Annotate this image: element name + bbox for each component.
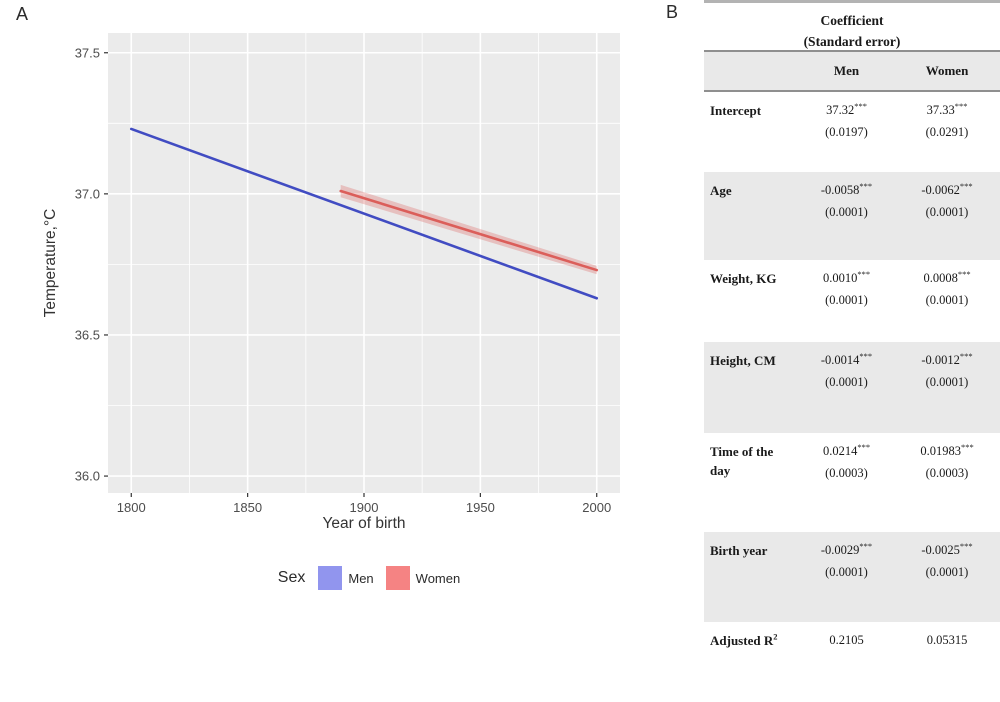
panel-a: A 1800 1850 1900 1950 2000 36.0 36.5 37.0 37.5 Y… [0, 4, 660, 595]
regression-table: Coefficient (Standard error) Men Women I… [704, 0, 1000, 702]
standard-error: (0.0001) [825, 375, 868, 389]
x-tick-label: 1800 [117, 500, 146, 515]
standard-error: (0.0001) [925, 375, 969, 389]
cell-women: 0.0008*** (0.0001) [894, 260, 1000, 342]
coefficient-value: 0.2105 [829, 633, 864, 647]
y-tick-label: 37.0 [75, 186, 100, 201]
legend-title: Sex [277, 569, 306, 586]
panel-b-label: B [666, 2, 679, 22]
table-row: Height, CM -0.0014*** (0.0001) -0.0012*** (0… [704, 342, 1000, 433]
x-axis-label: Year of birth [322, 515, 405, 532]
table-title-line1: Coefficient [820, 13, 884, 28]
cell-women: -0.0062*** (0.0001) [894, 172, 1000, 260]
panel-b: B Coefficient (Standard error) Men Women… [666, 0, 1000, 648]
chart-legend: Sex Men Women [0, 561, 660, 595]
coefficient-value: 0.01983*** [920, 441, 974, 458]
table-row: Birth year -0.0029*** (0.0001) -0.0025*** (0… [704, 532, 1000, 622]
line-men [129, 127, 599, 300]
cell-men: 0.0010*** (0.0001) [799, 260, 894, 342]
coefficient-value: -0.0062*** [921, 180, 973, 197]
figure: A 1800 1850 1900 1950 2000 36.0 36.5 37.0 37.5 Y… [0, 0, 1000, 648]
table-row: Time of the day 0.0214*** (0.0003) 0.01983*… [704, 433, 1000, 532]
x-tick-label: 2000 [582, 500, 611, 515]
coefficient-value: -0.0029*** [820, 540, 873, 557]
cell-women: -0.0025*** (0.0001) [894, 532, 1000, 622]
legend-swatch-men [318, 566, 343, 590]
table-title: Coefficient (Standard error) [704, 3, 1000, 50]
y-tick-label: 37.5 [75, 45, 100, 60]
standard-error: (0.0001) [825, 565, 868, 579]
coefficient-value: -0.0058*** [820, 180, 873, 197]
table-row: Adjusted R2 0.2105 0.05315 [704, 622, 1000, 702]
cell-women: 37.33*** (0.0291) [894, 92, 1000, 172]
row-label: Weight, KG [710, 271, 777, 286]
legend-swatch-women [385, 566, 410, 590]
x-tick-label: 1850 [233, 500, 262, 515]
x-tick-label: 1950 [466, 500, 495, 515]
table-title-line2: (Standard error) [803, 34, 901, 49]
standard-error: (0.0001) [825, 293, 868, 307]
table-row: Age -0.0058*** (0.0001) -0.0062*** (0.0001) [704, 172, 1000, 260]
cell-women: 0.01983*** (0.0003) [894, 433, 1000, 532]
coefficient-value: -0.0012*** [921, 350, 973, 367]
row-label: Height, CM [710, 353, 776, 368]
row-label: Birth year [710, 543, 768, 558]
standard-error: (0.0001) [925, 565, 969, 579]
coefficient-value: 0.0008*** [923, 268, 971, 285]
standard-error: (0.0001) [825, 205, 868, 219]
standard-error: (0.0197) [825, 125, 868, 139]
row-label: Time of the day [710, 444, 774, 478]
coefficient-value: 0.05315 [926, 633, 968, 647]
cell-men: 0.2105 [799, 622, 894, 702]
cell-women: -0.0012*** (0.0001) [894, 342, 1000, 433]
coefficient-value: 0.0214*** [822, 441, 871, 458]
coefficient-value: 37.32*** [826, 100, 867, 117]
standard-error: (0.0291) [925, 125, 969, 139]
legend-label-men: Men [348, 570, 374, 586]
legend-label-women: Women [415, 570, 461, 586]
standard-error: (0.0003) [925, 466, 969, 480]
coefficient-value: 37.33*** [926, 100, 968, 117]
line-women [339, 189, 599, 272]
coefficient-value: -0.0025*** [921, 540, 973, 557]
column-header-men: Men [833, 63, 860, 78]
standard-error: (0.0001) [925, 205, 969, 219]
cell-men: -0.0058*** (0.0001) [799, 172, 894, 260]
cell-men: 0.0214*** (0.0003) [799, 433, 894, 532]
cell-men: -0.0014*** (0.0001) [799, 342, 894, 433]
y-tick-label: 36.5 [75, 327, 100, 342]
table-row: Intercept 37.32*** (0.0197) 37.33*** (0.0291… [704, 92, 1000, 172]
temperature-line-chart: 1800 1850 1900 1950 2000 36.0 36.5 37.0 37.5 Yea… [42, 33, 620, 532]
row-label: Intercept [710, 103, 762, 118]
table-column-header-row: Men Women [704, 50, 1000, 92]
table-row: Weight, KG 0.0010*** (0.0001) 0.0008*** (0.0… [704, 260, 1000, 342]
panel-a-label: A [16, 4, 29, 24]
standard-error: (0.0001) [925, 293, 969, 307]
table-body: Intercept 37.32*** (0.0197) 37.33*** (0.0291… [704, 92, 1000, 702]
row-label: Age [710, 183, 732, 198]
coefficient-value: -0.0014*** [820, 350, 873, 367]
cell-women: 0.05315 [894, 622, 1000, 702]
cell-men: 37.32*** (0.0197) [799, 92, 894, 172]
row-label: Adjusted R2 [710, 631, 778, 648]
x-tick-label: 1900 [350, 500, 379, 515]
y-axis-label: Temperature,°C [42, 209, 59, 318]
y-tick-label: 36.0 [75, 469, 100, 484]
standard-error: (0.0003) [825, 466, 868, 480]
column-header-women: Women [925, 63, 969, 78]
cell-men: -0.0029*** (0.0001) [799, 532, 894, 622]
coefficient-value: 0.0010*** [822, 268, 871, 285]
